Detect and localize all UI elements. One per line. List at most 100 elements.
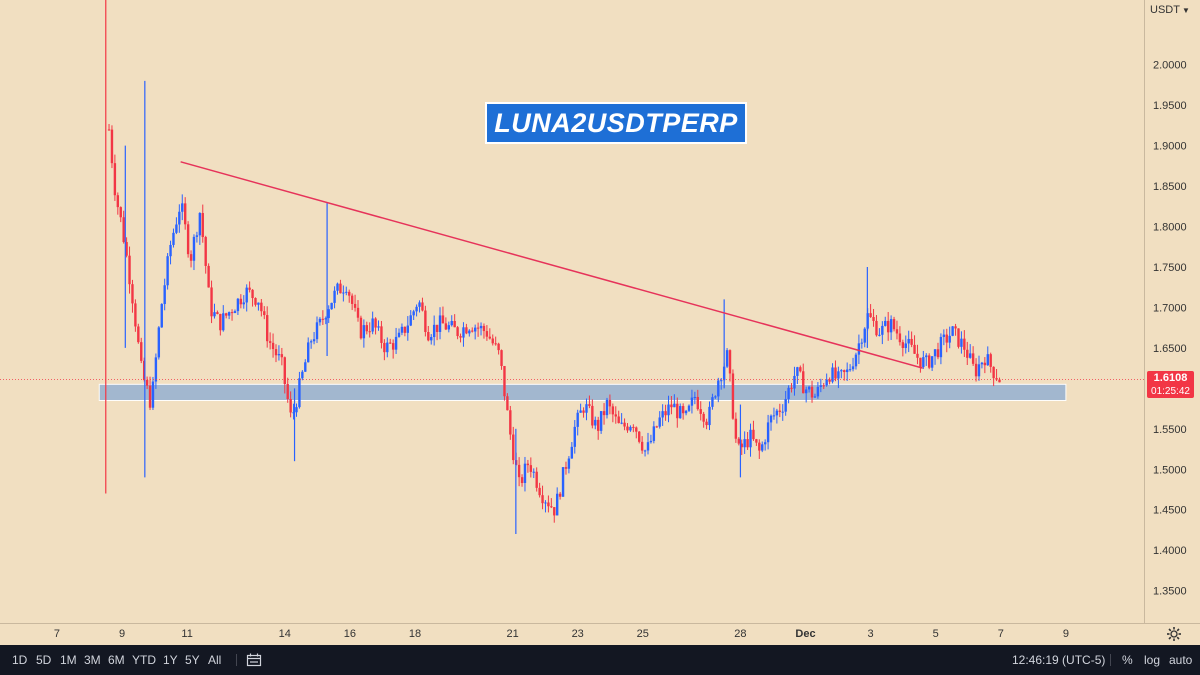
candle-body: [503, 365, 506, 397]
gear-icon[interactable]: [1164, 625, 1184, 643]
candle-body: [895, 329, 899, 334]
timeframe-3m[interactable]: 3M: [84, 653, 101, 667]
candle-body: [766, 422, 770, 443]
candle-body: [544, 502, 547, 504]
candle-body: [362, 325, 366, 339]
candle-body: [696, 396, 699, 410]
timeframe-1d[interactable]: 1D: [12, 653, 28, 667]
candle-body: [974, 363, 978, 377]
candle-body: [907, 338, 910, 344]
currency-label: USDT: [1150, 4, 1180, 16]
candle-body: [318, 318, 322, 323]
candle-body: [526, 463, 530, 466]
candle-body: [930, 356, 934, 368]
candle-body: [283, 357, 286, 385]
calendar-range-icon[interactable]: [246, 653, 262, 667]
currency-dropdown[interactable]: USDT ▼: [1150, 4, 1190, 16]
candle-body: [819, 385, 823, 387]
x-tick-label: 14: [279, 628, 291, 640]
candle-body: [954, 326, 957, 329]
candle-body: [517, 464, 521, 478]
auto-toggle[interactable]: auto: [1169, 653, 1193, 667]
candle-body: [345, 291, 348, 293]
candle-body: [643, 450, 647, 452]
candle-body: [790, 387, 793, 389]
candle-body: [980, 362, 984, 365]
candle-body: [198, 213, 202, 236]
candle-body: [614, 414, 617, 417]
candle-body: [295, 407, 298, 413]
candle-body: [810, 386, 814, 398]
candle-body: [564, 467, 568, 469]
candle-body: [731, 373, 735, 419]
candle-body: [148, 385, 152, 408]
timeframe-1m[interactable]: 1M: [60, 653, 77, 667]
candle-body: [561, 467, 565, 497]
last-price-value: 1.6108: [1153, 372, 1188, 384]
timeframe-5d[interactable]: 5D: [36, 653, 52, 667]
candle-body: [717, 380, 720, 397]
candle-body: [837, 371, 840, 379]
candle-body: [456, 327, 459, 337]
candle-body: [380, 326, 383, 343]
candle-body: [725, 350, 729, 367]
candle-body: [181, 203, 184, 212]
candle-body: [353, 303, 357, 308]
candle-body: [125, 242, 128, 256]
timeframe-6m[interactable]: 6M: [108, 653, 125, 667]
candle-body: [869, 313, 872, 318]
candle-body: [834, 367, 837, 379]
candle-body: [617, 416, 620, 424]
candle-body: [412, 311, 415, 316]
candle-body: [400, 326, 404, 333]
candle-body: [667, 404, 670, 416]
candle-body: [690, 397, 694, 406]
candle-body: [922, 357, 925, 368]
clock-display[interactable]: 12:46:19 (UTC-5): [1012, 653, 1106, 667]
candle-body: [681, 406, 685, 414]
candle-body: [986, 354, 989, 366]
candle-body: [397, 332, 401, 337]
candle-body: [242, 302, 245, 305]
x-tick-label: Dec: [795, 628, 815, 640]
x-tick-label: 7: [998, 628, 1004, 640]
candle-body: [216, 312, 219, 314]
candle-body: [860, 342, 864, 344]
candle-body: [699, 409, 702, 414]
timeframe-5y[interactable]: 5Y: [185, 653, 200, 667]
candle-body: [315, 322, 319, 340]
candle-body: [128, 255, 131, 285]
timeframe-all[interactable]: All: [208, 653, 222, 667]
candle-body: [793, 375, 796, 389]
candle-body: [658, 417, 661, 427]
candle-body: [348, 291, 351, 296]
toolbar-divider: [236, 654, 237, 666]
candle-body: [122, 217, 125, 243]
candle-body: [927, 355, 931, 368]
log-toggle[interactable]: log: [1144, 653, 1161, 667]
candle-body: [623, 422, 626, 427]
timeframe-ytd[interactable]: YTD: [132, 653, 156, 667]
candle-body: [635, 427, 638, 432]
y-tick-label: 1.5500: [1153, 424, 1187, 436]
candle-body: [245, 287, 248, 303]
candle-body: [271, 342, 275, 350]
candle-body: [506, 396, 509, 411]
percent-toggle[interactable]: %: [1122, 653, 1133, 667]
candle-body: [327, 309, 330, 319]
candle-body: [825, 379, 828, 386]
candle-body: [743, 439, 746, 448]
x-tick-label: 16: [344, 628, 356, 640]
candle-body: [939, 336, 943, 358]
candle-body: [324, 318, 327, 320]
candle-body: [804, 389, 808, 394]
candle-body: [705, 421, 708, 426]
candle-body: [728, 350, 732, 374]
candle-body: [714, 396, 717, 398]
y-tick-label: 1.8000: [1153, 222, 1187, 234]
candle-body: [462, 327, 465, 338]
bar-countdown: 01:25:42: [1151, 386, 1190, 397]
candle-body: [389, 342, 392, 344]
timeframe-1y[interactable]: 1Y: [163, 653, 178, 667]
